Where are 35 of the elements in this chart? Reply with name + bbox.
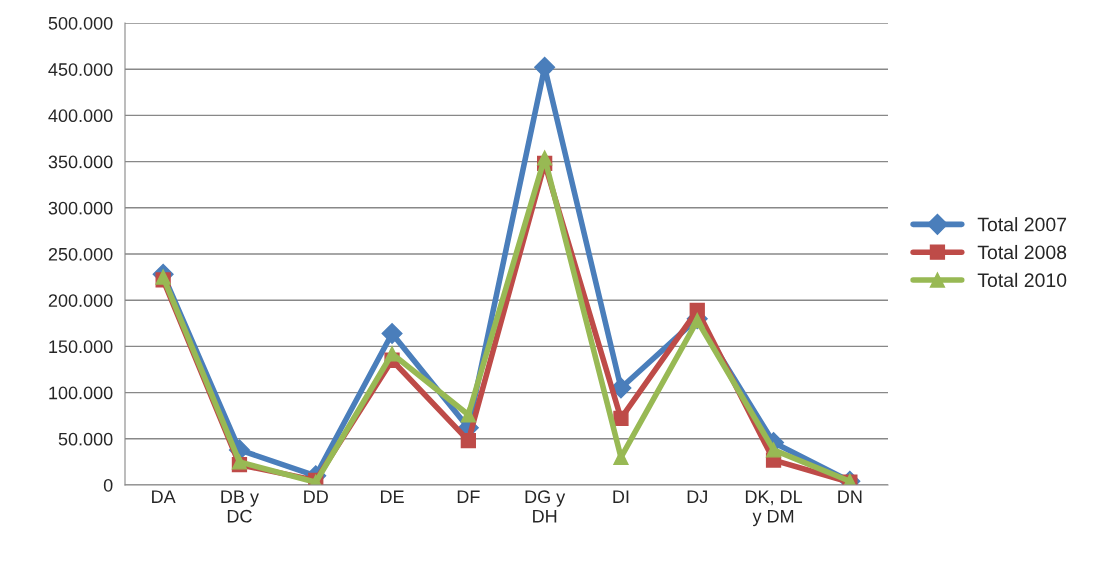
point bbox=[384, 346, 400, 362]
point bbox=[689, 312, 705, 329]
y-tick-label: 100.000 bbox=[49, 386, 113, 400]
legend-label: Total 2007 bbox=[977, 217, 1067, 232]
y-tick-label: 350.000 bbox=[48, 155, 113, 169]
x-tick-label: DG y DH bbox=[525, 490, 566, 523]
legend-label: Total 2008 bbox=[977, 244, 1067, 260]
point bbox=[460, 407, 476, 423]
point bbox=[613, 410, 629, 427]
x-tick-label: DI bbox=[613, 490, 629, 503]
y-tick-label: 400.000 bbox=[48, 109, 113, 123]
y-tick-label: 0 bbox=[103, 478, 113, 492]
point bbox=[613, 449, 629, 465]
point bbox=[460, 433, 476, 449]
y-tick-label: 300.000 bbox=[48, 201, 113, 215]
y-tick-label: 450.000 bbox=[48, 63, 113, 76]
x-tick-label: DD bbox=[304, 490, 328, 503]
point bbox=[381, 322, 403, 344]
point bbox=[689, 302, 705, 319]
y-tick-label: 250.000 bbox=[48, 247, 113, 261]
point bbox=[537, 150, 553, 166]
x-tick-label: DK, DL y DM bbox=[745, 490, 803, 527]
legend-label: Total 2010 bbox=[977, 272, 1067, 288]
x-tick-label: DE bbox=[380, 490, 404, 503]
y-tick-label: 200.000 bbox=[48, 294, 113, 307]
y-tick-label: 50.000 bbox=[58, 432, 113, 446]
x-tick-label: DB y DC bbox=[221, 490, 259, 523]
point bbox=[765, 442, 782, 458]
y-tick-label: 500.000 bbox=[48, 16, 113, 30]
x-tick-label: DJ bbox=[687, 490, 707, 504]
y-tick-label: 150.000 bbox=[49, 340, 113, 354]
point bbox=[534, 56, 556, 78]
x-tick-label: DN bbox=[838, 490, 862, 503]
x-tick-label: DA bbox=[152, 490, 176, 503]
x-tick-label: DF bbox=[457, 490, 480, 503]
